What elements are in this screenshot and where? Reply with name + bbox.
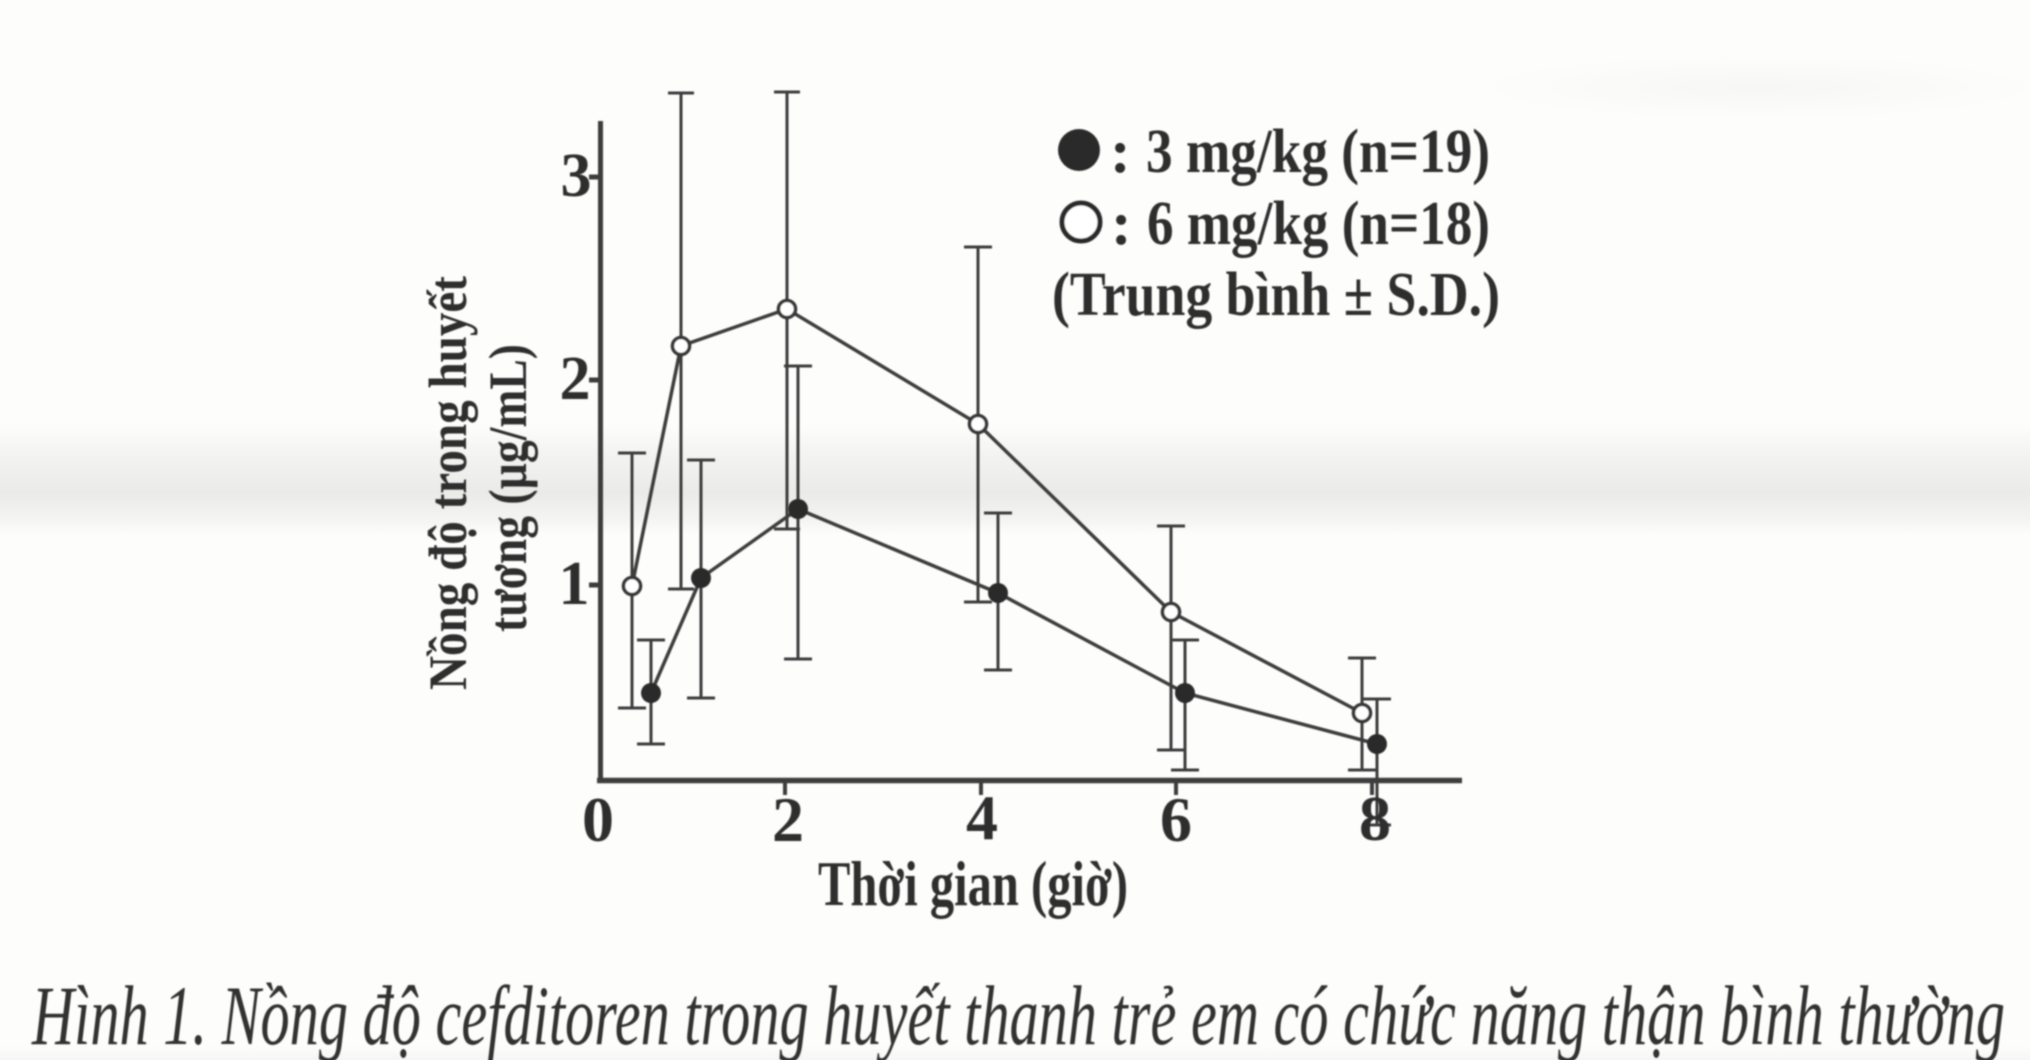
- svg-text:(Trung bình ± S.D.): (Trung bình ± S.D.): [1052, 261, 1500, 329]
- svg-text::: :: [1111, 190, 1132, 258]
- svg-text:3 mg/kg (n=19): 3 mg/kg (n=19): [1146, 118, 1490, 186]
- svg-text:4: 4: [966, 782, 998, 853]
- svg-text:Nồng độ trong huyết: Nồng độ trong huyết: [418, 276, 478, 690]
- svg-text:2: 2: [560, 345, 591, 413]
- svg-text::: :: [1110, 118, 1131, 186]
- svg-text:Thời gian (giờ): Thời gian (giờ): [818, 848, 1128, 919]
- svg-text:tương (µg/mL): tương (µg/mL): [478, 344, 538, 632]
- svg-text:1: 1: [559, 550, 590, 618]
- svg-text:0: 0: [582, 784, 614, 855]
- svg-text:8: 8: [1359, 783, 1391, 854]
- svg-text:6 mg/kg (n=18): 6 mg/kg (n=18): [1147, 190, 1490, 258]
- svg-text:Hình 1. Nồng độ cefditoren tro: Hình 1. Nồng độ cefditoren trong huyết t…: [31, 969, 2005, 1060]
- svg-text:3: 3: [561, 142, 592, 210]
- svg-text:6: 6: [1160, 784, 1192, 855]
- svg-text:2: 2: [772, 784, 804, 855]
